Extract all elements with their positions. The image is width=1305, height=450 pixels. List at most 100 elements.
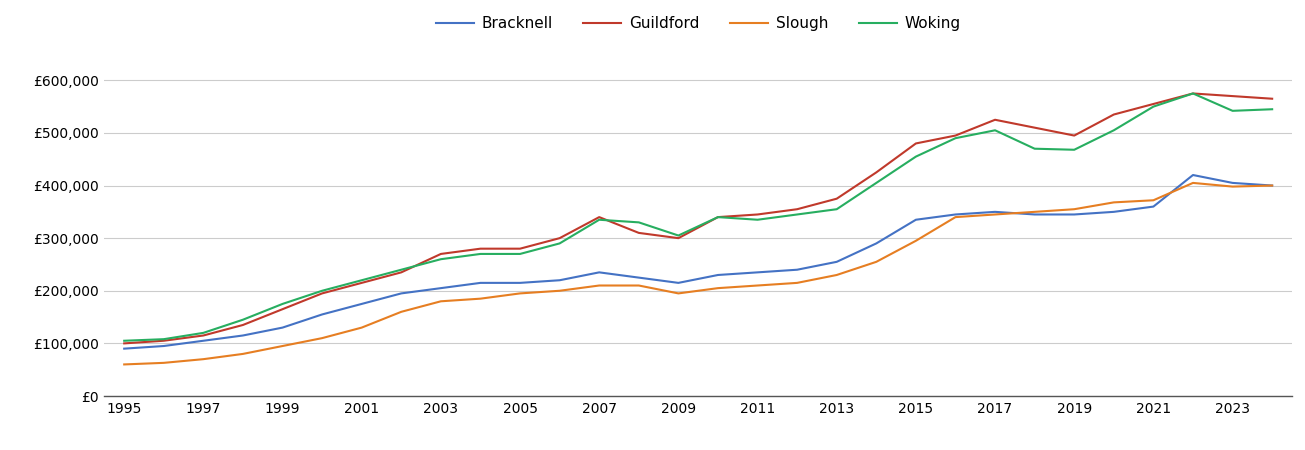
Slough (1224, 184, 1240, 189)
Slough (155, 360, 171, 365)
Bracknell (275, 325, 291, 330)
Slough (552, 288, 568, 293)
Slough (632, 283, 647, 288)
Bracknell (155, 343, 171, 349)
Guildford (155, 338, 171, 343)
Woking (393, 267, 408, 272)
Woking (1185, 91, 1201, 96)
Line: Bracknell: Bracknell (124, 175, 1272, 349)
Woking (433, 256, 449, 262)
Guildford (790, 207, 805, 212)
Woking (1265, 107, 1280, 112)
Guildford (710, 214, 726, 220)
Bracknell (671, 280, 686, 286)
Guildford (671, 235, 686, 241)
Guildford (433, 251, 449, 256)
Bracknell (512, 280, 527, 286)
Woking (1146, 104, 1161, 109)
Bracknell (116, 346, 132, 351)
Slough (868, 259, 883, 265)
Guildford (632, 230, 647, 236)
Bracknell (354, 301, 369, 306)
Guildford (196, 333, 211, 338)
Guildford (1146, 101, 1161, 107)
Slough (1066, 207, 1082, 212)
Guildford (947, 133, 963, 138)
Slough (354, 325, 369, 330)
Bracknell (1146, 204, 1161, 209)
Guildford (868, 170, 883, 175)
Slough (472, 296, 488, 302)
Slough (790, 280, 805, 286)
Slough (1105, 200, 1121, 205)
Woking (552, 241, 568, 246)
Guildford (1066, 133, 1082, 138)
Slough (1027, 209, 1043, 215)
Bracknell (1066, 212, 1082, 217)
Guildford (393, 270, 408, 275)
Bracknell (433, 285, 449, 291)
Slough (1185, 180, 1201, 185)
Woking (472, 251, 488, 256)
Slough (988, 212, 1004, 217)
Line: Guildford: Guildford (124, 94, 1272, 343)
Line: Slough: Slough (124, 183, 1272, 364)
Slough (947, 214, 963, 220)
Guildford (1265, 96, 1280, 101)
Bracknell (472, 280, 488, 286)
Woking (829, 207, 844, 212)
Guildford (829, 196, 844, 202)
Guildford (552, 235, 568, 241)
Woking (790, 212, 805, 217)
Slough (829, 272, 844, 278)
Woking (116, 338, 132, 343)
Slough (671, 291, 686, 296)
Bracknell (829, 259, 844, 265)
Woking (196, 330, 211, 336)
Woking (947, 135, 963, 141)
Bracknell (235, 333, 251, 338)
Woking (671, 233, 686, 238)
Slough (315, 335, 330, 341)
Guildford (591, 214, 607, 220)
Woking (988, 128, 1004, 133)
Slough (196, 356, 211, 362)
Line: Woking: Woking (124, 94, 1272, 341)
Bracknell (1027, 212, 1043, 217)
Woking (710, 214, 726, 220)
Woking (908, 154, 924, 159)
Bracknell (196, 338, 211, 343)
Slough (749, 283, 765, 288)
Guildford (988, 117, 1004, 122)
Bracknell (749, 270, 765, 275)
Bracknell (1105, 209, 1121, 215)
Bracknell (908, 217, 924, 222)
Bracknell (947, 212, 963, 217)
Bracknell (988, 209, 1004, 215)
Slough (235, 351, 251, 356)
Bracknell (790, 267, 805, 272)
Guildford (1027, 125, 1043, 130)
Bracknell (393, 291, 408, 296)
Guildford (1224, 94, 1240, 99)
Woking (512, 251, 527, 256)
Slough (275, 343, 291, 349)
Woking (591, 217, 607, 222)
Guildford (235, 322, 251, 328)
Bracknell (1224, 180, 1240, 185)
Bracknell (591, 270, 607, 275)
Bracknell (710, 272, 726, 278)
Bracknell (552, 278, 568, 283)
Bracknell (1185, 172, 1201, 178)
Slough (393, 309, 408, 315)
Bracknell (1265, 183, 1280, 188)
Slough (710, 285, 726, 291)
Guildford (1185, 91, 1201, 96)
Slough (1265, 183, 1280, 188)
Woking (632, 220, 647, 225)
Woking (1224, 108, 1240, 113)
Woking (749, 217, 765, 222)
Woking (868, 180, 883, 185)
Slough (591, 283, 607, 288)
Woking (354, 278, 369, 283)
